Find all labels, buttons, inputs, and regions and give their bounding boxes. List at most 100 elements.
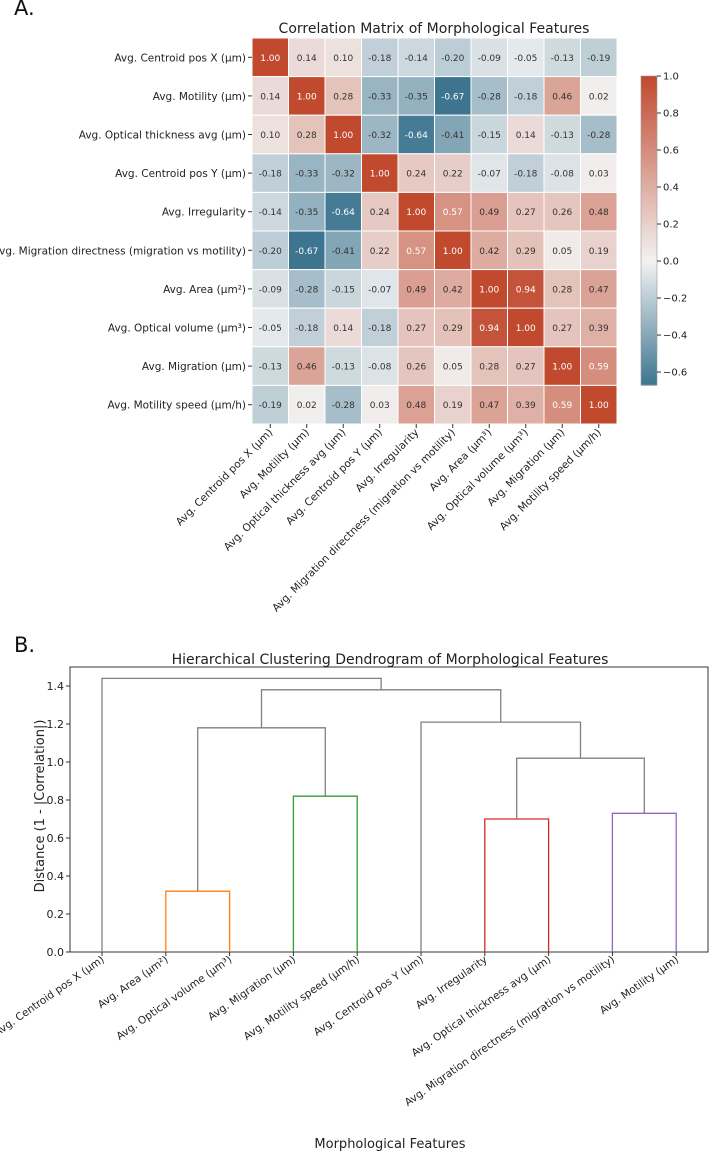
heatmap-cell-value: 0.14 <box>297 54 317 64</box>
colorbar-segment <box>641 227 657 232</box>
heatmap-cell <box>361 114 399 155</box>
y-tick-label: 0.4 <box>47 870 65 883</box>
heatmap-cell-value: 0.05 <box>443 363 463 373</box>
heatmap-cell-value: -0.14 <box>405 54 429 64</box>
colorbar-segment <box>641 351 657 355</box>
heatmap-cell-value: 0.02 <box>589 92 609 102</box>
heatmap-cell-value: -0.15 <box>478 131 501 141</box>
y-tick-label: 0.0 <box>47 946 65 959</box>
colorbar-segment <box>641 284 657 288</box>
heatmap-cell-value: 0.02 <box>297 401 317 411</box>
heatmap-cell <box>361 230 399 271</box>
colorbar-tick-label: 0.2 <box>663 220 679 231</box>
row-label: Avg. Area (µm²) <box>163 284 246 296</box>
colorbar-segment <box>641 127 657 131</box>
heatmap-cell-value: -0.18 <box>514 92 538 102</box>
heatmap-cell-value: 0.27 <box>516 208 536 218</box>
leaf-label: Avg. Centroid pos X (µm) <box>0 954 107 1039</box>
heatmap-cell-value: 0.29 <box>443 324 463 334</box>
colorbar-segment <box>641 348 657 353</box>
row-label: Avg. Migration (µm) <box>142 361 246 373</box>
heatmap-cell <box>397 153 435 193</box>
heatmap-cell <box>434 269 472 309</box>
heatmap-cell-value: 0.94 <box>479 324 499 334</box>
heatmap-cell <box>288 269 326 309</box>
colorbar-segment <box>641 94 657 98</box>
colorbar-segment <box>641 238 657 242</box>
colorbar-segment <box>641 142 657 147</box>
colorbar-segment <box>641 315 657 319</box>
colorbar-segment <box>641 359 657 363</box>
colorbar-segment <box>641 137 657 141</box>
colorbar-segment <box>641 251 657 255</box>
heatmap-cell <box>288 191 326 232</box>
heatmap-cell-value: 0.22 <box>443 170 463 180</box>
heatmap-cell <box>580 269 618 309</box>
colorbar-segment <box>641 114 657 118</box>
heatmap-cell-value: 0.28 <box>297 131 317 141</box>
heatmap-cell-value: -0.08 <box>368 363 392 373</box>
heatmap-cell-value: 1.00 <box>370 170 390 180</box>
dendrogram-title: Hierarchical Clustering Dendrogram of Mo… <box>172 652 609 668</box>
colorbar-segment <box>641 323 657 327</box>
heatmap-cell <box>543 346 581 386</box>
heatmap-cell-value: -0.35 <box>405 92 428 102</box>
colorbar-segment <box>641 382 657 386</box>
heatmap-cell <box>580 191 618 232</box>
heatmap-cell-value: -0.33 <box>368 92 391 102</box>
colorbar-segment <box>641 145 657 149</box>
colorbar-segment <box>641 78 657 82</box>
colorbar-segment <box>641 364 657 368</box>
heatmap-cell <box>324 191 362 232</box>
colorbar-segment <box>641 81 657 85</box>
heatmap-cell-value: 0.14 <box>516 131 536 141</box>
colorbar-segment <box>641 297 657 301</box>
heatmap-cell-value: 0.39 <box>589 324 609 334</box>
colorbar-segment <box>641 158 657 162</box>
colorbar-segment <box>641 318 657 322</box>
heatmap-cell-value: 0.10 <box>260 131 280 141</box>
heatmap-cell <box>507 76 545 116</box>
heatmap-cell <box>543 153 581 193</box>
dendrogram-ylabel: Distance (1 - |Correlation|) <box>33 720 48 893</box>
heatmap-cell-value: -0.20 <box>441 54 465 64</box>
colorbar: −0.6 −0.4 −0.2 0.0 0.2 0.4 0.6 0.8 1.0 <box>640 72 687 386</box>
panel-label-b: B. <box>14 633 36 657</box>
colorbar-segment <box>641 186 657 190</box>
dendrogram-xlabel: Morphological Features <box>314 1137 465 1151</box>
heatmap-cell <box>470 269 508 309</box>
heatmap-cell-value: -0.13 <box>551 54 574 64</box>
heatmap-cell-value: -0.67 <box>295 247 318 257</box>
colorbar-segment <box>641 91 657 95</box>
colorbar-segment <box>641 263 657 268</box>
colorbar-segment <box>641 106 657 111</box>
heatmap-cell-value: 0.29 <box>516 247 536 257</box>
colorbar-segment <box>641 372 657 376</box>
colorbar-segment <box>641 176 657 180</box>
colorbar-segment <box>641 150 657 154</box>
row-label: Avg. Centroid pos X (µm) <box>114 52 246 64</box>
colorbar-segment <box>641 101 657 105</box>
colorbar-segment <box>641 276 657 281</box>
heatmap-cell-value: 0.59 <box>589 363 609 373</box>
heatmap-cell <box>580 230 618 271</box>
colorbar-segment <box>641 199 657 203</box>
colorbar-segment <box>641 140 657 144</box>
heatmap-cell-value: 0.03 <box>589 170 609 180</box>
heatmap-cell-value: -0.19 <box>259 401 283 411</box>
dendrogram-link <box>484 818 550 952</box>
heatmap-cell-value: -0.32 <box>368 131 391 141</box>
heatmap-cell <box>288 307 326 348</box>
colorbar-tick-label: −0.6 <box>663 368 687 379</box>
heatmap-cell-value: -0.28 <box>332 401 356 411</box>
colorbar-segment <box>641 104 657 108</box>
colorbar-segment <box>641 310 657 314</box>
heatmap-cell-value: 0.26 <box>406 363 426 373</box>
col-label: Avg. Motility (µm) <box>237 427 311 501</box>
heatmap-cell-value: 0.57 <box>443 208 463 218</box>
leaf-label: Avg. Motility speed (µm/h) <box>242 954 362 1043</box>
colorbar-segment <box>641 225 657 229</box>
colorbar-segment <box>641 245 657 250</box>
heatmap-cell-value: 0.57 <box>406 247 426 257</box>
heatmap-cell <box>361 153 399 193</box>
